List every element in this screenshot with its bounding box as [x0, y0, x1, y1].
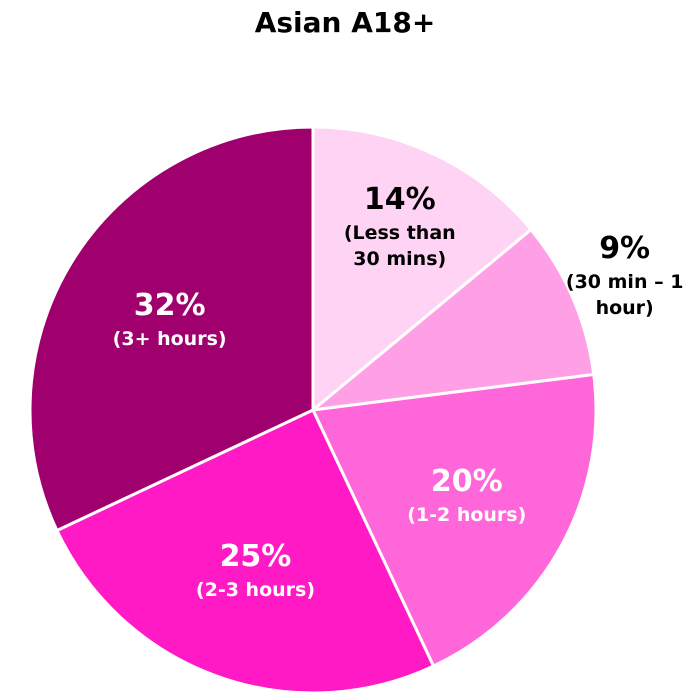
- chart-title: Asian A18+: [254, 6, 436, 39]
- slice-label: 32% (3+ hours): [113, 286, 227, 352]
- value-label: 32%: [133, 288, 206, 324]
- pie-slice: [310, 372, 598, 669]
- slice-label: 9% (30 min – 1 hour): [555, 229, 690, 321]
- pie-slice: [28, 125, 315, 533]
- pie-slice: [54, 408, 436, 694]
- category-label: (Less than 30 mins): [343, 221, 456, 270]
- value-label: 25%: [219, 538, 292, 574]
- category-label: (1-2 hours): [407, 503, 527, 526]
- slice-label: 20% (1-2 hours): [407, 462, 526, 528]
- slice-label: 14% (Less than 30 mins): [330, 180, 470, 272]
- slice-label: 25% (2-3 hours): [196, 537, 315, 603]
- category-label: (30 min – 1 hour): [565, 271, 684, 320]
- value-label: 20%: [430, 463, 503, 499]
- pie-slice: [308, 227, 596, 413]
- pie-slice: [311, 125, 534, 414]
- value-label: 9%: [599, 231, 651, 267]
- value-label: 14%: [363, 181, 436, 217]
- category-label: (2-3 hours): [195, 578, 316, 601]
- category-label: (3+ hours): [112, 328, 227, 351]
